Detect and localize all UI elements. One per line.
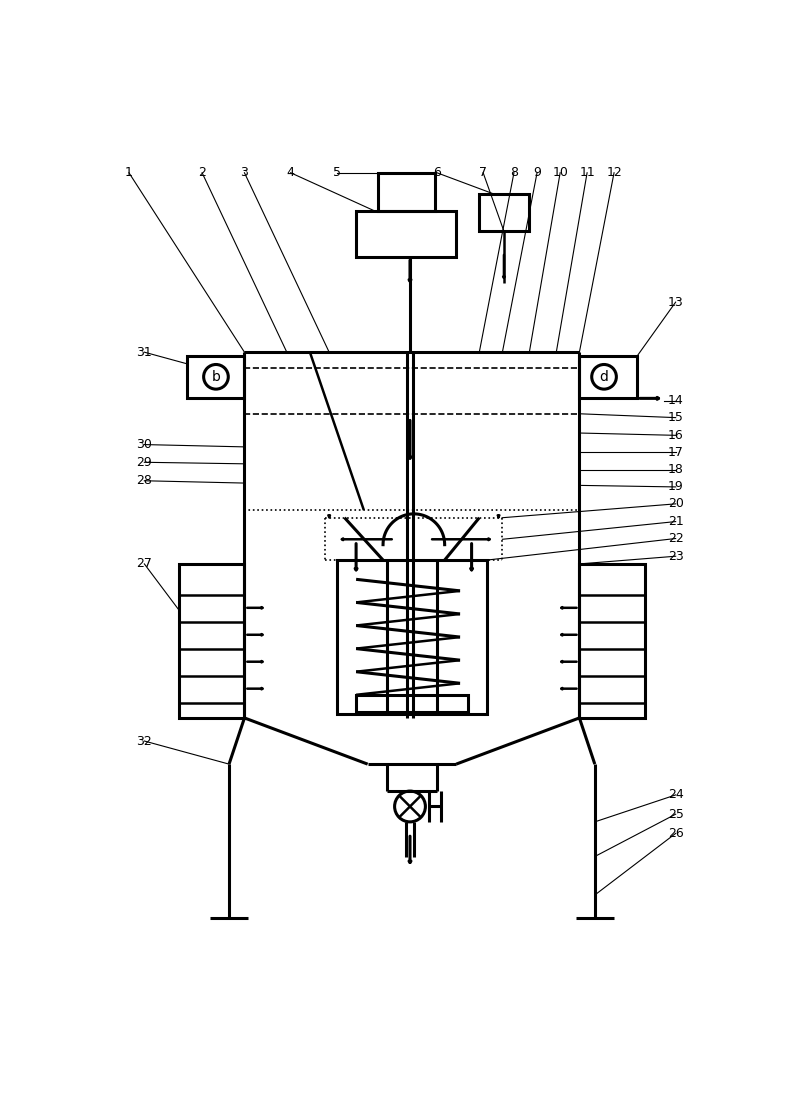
Text: 10: 10: [552, 166, 568, 179]
Text: 18: 18: [668, 463, 683, 477]
Text: 9: 9: [533, 166, 541, 179]
Text: 4: 4: [286, 166, 294, 179]
Text: 19: 19: [668, 480, 683, 493]
Text: 3: 3: [241, 166, 248, 179]
Text: 22: 22: [668, 532, 683, 545]
Text: 32: 32: [137, 734, 152, 748]
Bar: [179, 564, 245, 718]
Text: 30: 30: [137, 438, 152, 451]
Bar: [378, 173, 435, 211]
Text: 17: 17: [668, 446, 683, 459]
Text: 2: 2: [198, 166, 206, 179]
Text: 20: 20: [668, 498, 683, 510]
Text: 5: 5: [333, 166, 341, 179]
Text: 13: 13: [668, 295, 683, 309]
Text: 23: 23: [668, 550, 683, 563]
Bar: [579, 356, 637, 398]
Text: 26: 26: [668, 827, 683, 839]
Text: 8: 8: [510, 166, 518, 179]
Text: d: d: [600, 369, 609, 384]
Bar: [579, 564, 645, 718]
Bar: [356, 211, 456, 258]
Text: 1: 1: [125, 166, 133, 179]
Text: 6: 6: [433, 166, 441, 179]
Text: 28: 28: [137, 474, 152, 488]
Text: 21: 21: [668, 515, 683, 528]
Text: 31: 31: [137, 346, 152, 358]
Text: 24: 24: [668, 789, 683, 802]
Bar: [356, 695, 468, 712]
Text: 7: 7: [479, 166, 487, 179]
Bar: [479, 195, 530, 231]
Text: 12: 12: [606, 166, 622, 179]
Text: 15: 15: [668, 411, 683, 424]
Text: 29: 29: [137, 456, 152, 469]
Text: 16: 16: [668, 429, 683, 441]
Bar: [186, 356, 245, 398]
Text: 25: 25: [668, 807, 683, 821]
Text: 27: 27: [137, 557, 152, 571]
Bar: [337, 560, 487, 714]
Text: 11: 11: [579, 166, 595, 179]
Text: b: b: [211, 369, 220, 384]
Text: 14: 14: [668, 394, 683, 407]
